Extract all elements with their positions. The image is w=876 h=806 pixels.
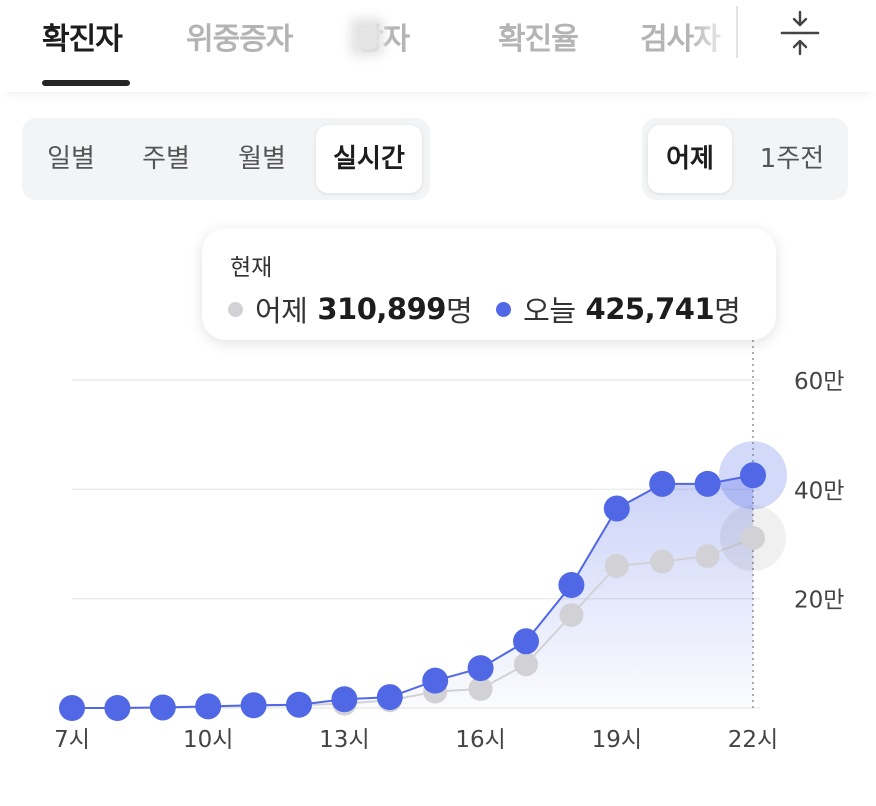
- today-point: [149, 694, 176, 721]
- y-axis-ticks: 20만 40만 60만: [794, 369, 844, 614]
- x-tick-label: 13시: [319, 727, 369, 753]
- yesterday-point: [741, 526, 765, 551]
- category-tab-bar: 확진자 위중증자 망자 확진율 검사자: [0, 0, 876, 92]
- expand-menu-button[interactable]: [770, 6, 830, 60]
- tab-positive-rate[interactable]: 확진율: [498, 22, 579, 57]
- today-point: [513, 628, 539, 655]
- chart-tooltip: 현재 어제 310,899 명 오늘 425,741 명: [202, 228, 776, 340]
- expand-collapse-icon: [780, 10, 820, 56]
- tooltip-today-value: 425,741: [585, 292, 715, 326]
- y-tick-label: 20만: [794, 588, 844, 614]
- today-point: [59, 695, 85, 721]
- today-point: [558, 572, 585, 598]
- x-tick-label: 19시: [592, 727, 642, 753]
- x-tick-label: 10시: [183, 727, 233, 753]
- active-tab-indicator: [42, 80, 130, 86]
- period-daily[interactable]: 일별: [47, 144, 95, 174]
- tooltip-yesterday-value: 310,899: [317, 292, 446, 326]
- tooltip-title: 현재: [230, 255, 273, 281]
- yesterday-point: [650, 549, 675, 574]
- x-tick-label: 16시: [455, 727, 505, 753]
- legend-dot-today: [496, 301, 512, 317]
- today-point: [422, 667, 449, 694]
- period-monthly[interactable]: 월별: [238, 144, 286, 174]
- today-point: [331, 686, 358, 713]
- tab-divider: [736, 6, 738, 58]
- tooltip-today-label: 오늘: [523, 294, 576, 328]
- x-tick-label: 22시: [728, 727, 778, 753]
- yesterday-point: [559, 603, 584, 628]
- series-line-today: [72, 474, 754, 709]
- today-point: [286, 691, 312, 718]
- period-segmented-control: 일별 주별 월별 실시간: [22, 118, 430, 200]
- legend-dot-yesterday: [228, 301, 243, 317]
- today-point: [694, 470, 721, 497]
- compare-segmented-control: 어제 1주전: [642, 118, 848, 200]
- yesterday-point: [604, 553, 629, 578]
- tooltip-unit: 명: [445, 294, 473, 328]
- y-tick-label: 60만: [794, 369, 844, 395]
- compare-last-week[interactable]: 1주전: [759, 144, 825, 174]
- series-points-today: [59, 441, 787, 721]
- today-point: [740, 462, 766, 489]
- yesterday-point: [514, 652, 538, 677]
- yesterday-point: [468, 676, 493, 701]
- yesterday-point: [695, 544, 720, 569]
- tooltip-values: 어제 310,899 명 오늘 425,741 명: [228, 288, 741, 330]
- today-area-fill: [72, 475, 753, 708]
- y-tick-label: 40만: [794, 478, 844, 504]
- today-point: [104, 695, 131, 721]
- tab-confirmed[interactable]: 확진자: [42, 22, 123, 57]
- today-point: [376, 684, 403, 711]
- blurred-text: [350, 18, 384, 56]
- today-point: [240, 692, 267, 719]
- period-realtime[interactable]: 실시간: [316, 125, 422, 193]
- tab-critical[interactable]: 위중증자: [186, 22, 293, 57]
- today-point: [467, 655, 494, 682]
- today-point: [195, 693, 222, 720]
- x-axis-ticks: 7시 10시 13시 16시 19시 22시: [54, 727, 778, 753]
- compare-yesterday[interactable]: 어제: [648, 125, 732, 193]
- tooltip-yesterday-label: 어제: [255, 294, 308, 328]
- x-tick-label: 7시: [54, 727, 90, 753]
- today-point: [649, 470, 676, 497]
- today-point: [603, 495, 630, 522]
- tooltip-unit: 명: [714, 294, 741, 328]
- period-weekly[interactable]: 주별: [142, 144, 190, 174]
- tab-overflow-fade: [690, 6, 742, 70]
